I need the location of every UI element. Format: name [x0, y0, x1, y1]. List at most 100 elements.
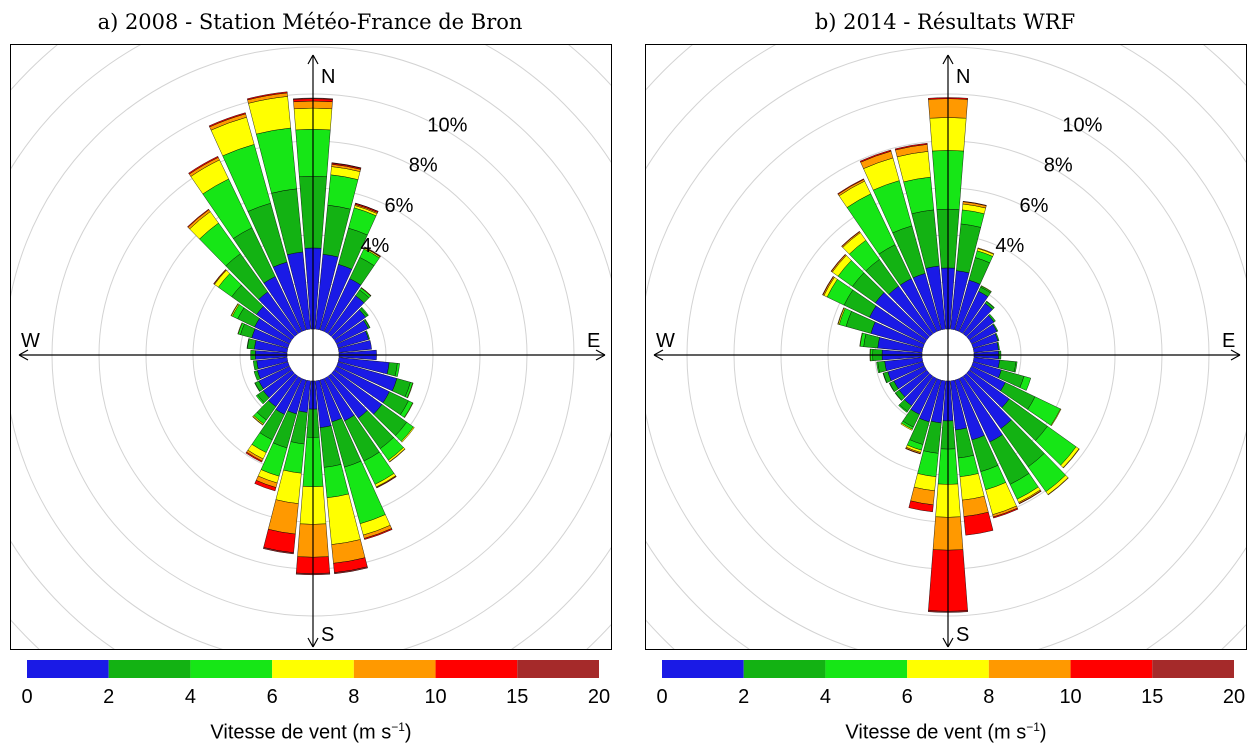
rose-bar-segment	[376, 476, 397, 489]
rose-bar-segment	[1013, 361, 1018, 373]
east-arrowhead	[1230, 349, 1241, 361]
colorbar-swatch	[517, 660, 599, 678]
rose-bar-segment	[245, 451, 263, 463]
rose-sector-350	[246, 91, 311, 331]
rose-sector-200	[254, 378, 307, 492]
colorbar-swatch	[435, 660, 518, 678]
rose-sector-60	[334, 318, 371, 345]
rose-sector-300	[230, 303, 292, 345]
rose-sector-140	[962, 373, 1069, 496]
rose-sector-290	[837, 307, 925, 349]
colorbar-label-b: Vitesse de vent (m s−1)	[645, 720, 1247, 745]
rose-bar-segment	[407, 382, 414, 399]
rose-bar-segment	[253, 370, 261, 381]
rose-sector-20	[954, 247, 995, 332]
rose-bar-segment	[992, 323, 999, 332]
rose-sector-250	[882, 361, 925, 384]
rose-sector-330	[188, 156, 303, 334]
colorbar-tick-label: 10	[424, 686, 446, 708]
rose-bar-segment	[977, 247, 995, 255]
rose-bar-segment	[403, 402, 414, 419]
south-arrowhead	[942, 637, 954, 648]
south-arrowhead	[307, 637, 319, 648]
rose-sector-40	[327, 287, 372, 337]
rose-bar-segment	[1050, 408, 1062, 427]
rose-bar-segment	[327, 174, 359, 210]
rose-sector-80	[972, 341, 1000, 353]
rose-bar-segment	[882, 372, 888, 384]
chart-title-a: a) 2008 - Station Météo-France de Bron	[97, 10, 523, 34]
rose-bar-segment	[188, 156, 219, 175]
rose-sector-310	[830, 253, 930, 341]
rose-sector-30	[323, 246, 381, 334]
colorbar-swatch	[1152, 660, 1234, 678]
rose-bar-segment	[992, 507, 1019, 519]
colorbar-tick-label: 20	[588, 686, 610, 708]
rose-sector-120	[969, 365, 1062, 427]
rose-sector-10	[950, 200, 987, 331]
rose-bar-segment	[254, 480, 277, 492]
compass-axes	[653, 54, 1241, 648]
rose-sector-260	[876, 357, 924, 374]
rose-bar-segment	[360, 306, 369, 317]
rose-bar-segment	[896, 151, 931, 183]
direction-label-north: N	[321, 66, 335, 88]
rose-bar-segment	[962, 200, 987, 207]
rose-bar-segment	[837, 178, 865, 195]
colorbar-swatch	[190, 660, 273, 678]
rose-bar-segment	[389, 448, 406, 463]
direction-label-south: S	[956, 624, 969, 646]
rose-bar-segment	[252, 416, 264, 426]
rose-bar-segment	[841, 230, 860, 247]
colorbar-tick-label: 20	[1223, 686, 1245, 708]
rose-sector-120	[334, 365, 414, 419]
colorbar-tick-label: 4	[185, 686, 196, 708]
rose-bar-segment	[900, 422, 913, 431]
rose-bar-segment	[963, 511, 994, 536]
colorbar-swatch	[825, 660, 908, 678]
colorbar-label-text: Vitesse de vent (m s	[845, 721, 1027, 744]
rose-bar-segment	[898, 404, 908, 413]
rose-sector-20	[319, 202, 379, 332]
rose-sector-340	[859, 149, 942, 332]
rose-bar-segment	[894, 142, 928, 151]
radial-tick-label: 10%	[1062, 114, 1102, 136]
rose-bar-segment	[187, 208, 210, 228]
colorbar-label-exponent: −1	[1026, 720, 1040, 734]
rose-sector-280	[246, 338, 289, 353]
rose-sector-130	[331, 369, 415, 443]
rose-sector-190	[908, 379, 946, 513]
rose-bar-segment	[908, 500, 934, 513]
rose-sector-130	[966, 369, 1080, 469]
rose-bar-segment	[331, 162, 362, 169]
rose-bar-segment	[959, 473, 985, 501]
rose-bar-segment	[876, 361, 880, 374]
rose-sector-240	[888, 365, 927, 393]
rose-bar-segment	[208, 112, 246, 128]
rose-bar-segment	[957, 455, 979, 477]
rose-sector-100	[337, 357, 400, 377]
rose-sector-150	[958, 376, 1042, 505]
rose-sector-290	[237, 322, 290, 349]
rose-bar-segment	[903, 176, 934, 214]
rose-sector-340	[208, 112, 307, 332]
rose-sector-70	[971, 332, 1000, 349]
windrose-panel-a: N S W E 4% 6% 8% 10%	[10, 44, 612, 650]
radial-tick-label: 8%	[1044, 155, 1073, 177]
rose-sector-220	[898, 373, 934, 413]
colorbar-swatch	[27, 660, 109, 678]
rose-sector-310	[213, 269, 295, 341]
north-arrowhead	[307, 54, 319, 65]
colorbar-tick-label: 8	[983, 686, 994, 708]
rose-sector-190	[263, 379, 311, 555]
rose-bar-segment	[1018, 490, 1042, 505]
rose-sector-230	[894, 369, 930, 401]
rose-sector-50	[331, 306, 369, 341]
rose-bar-segment	[365, 330, 370, 340]
rose-sector-170	[950, 379, 994, 536]
colorbar-swatch	[108, 660, 191, 678]
colorbar-swatch	[272, 660, 354, 678]
rose-bars	[187, 91, 415, 576]
rose-sector-160	[319, 378, 393, 540]
colorbar-tick-label: 4	[820, 686, 831, 708]
